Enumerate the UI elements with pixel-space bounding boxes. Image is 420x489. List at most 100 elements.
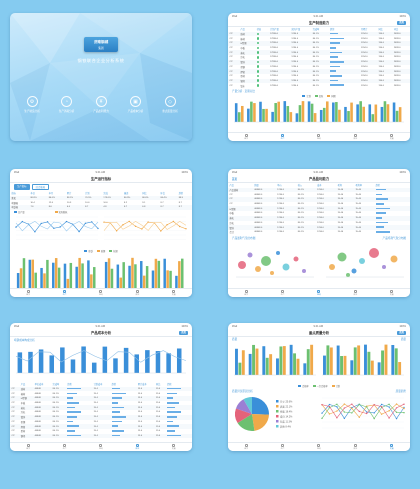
table-row[interactable]: 冷轧 46848.0 1234.0 80.1% 1234.0 15.46 15.46: [228, 221, 410, 226]
table-row[interactable]: 镀锌 46848.0 1234.0 80.1% 1234.0 15.46 15.46: [228, 225, 410, 230]
trend-bar: [67, 430, 76, 432]
legend-item: 合格率: [302, 386, 309, 388]
menu-consumption[interactable]: ◔ 生产消耗分析: [53, 96, 81, 113]
indicator-table: 指标 本日 本月 累计 计划 完成 偏差 同比 环比 趋势 焦炭 86.8% 86.0% 98.1% 76.…: [10, 191, 192, 210]
home-button[interactable]: 首页: [397, 21, 406, 25]
tab-2[interactable]: 盈利: [315, 134, 323, 140]
table-cell: 46848.0: [252, 206, 276, 212]
table-row[interactable]: CP 型材 46848 80.1% 15.4 15.4 15.4: [10, 429, 192, 434]
tab-1[interactable]: 生产: [61, 290, 69, 296]
table-cell: 1234.0: [359, 50, 377, 56]
tab-4[interactable]: 质量: [388, 444, 396, 450]
table-row[interactable]: CP 46848.0 1234.0 80.1% 1234.0 15.46 15.46: [228, 197, 410, 202]
table-row[interactable]: CP 热轧 17890.0 1234.0 80.1% 1234.0 134.0 2699.0: [228, 50, 410, 56]
table-row[interactable]: CP 棒材 46848 80.1% 15.4 15.4 15.4: [10, 391, 192, 396]
tab-0[interactable]: 首页: [242, 444, 250, 450]
tab-2[interactable]: 盈利: [97, 444, 105, 450]
menu-production[interactable]: ⚙ 生产制造分析: [18, 96, 46, 113]
menu-quality[interactable]: ◇ 重点质量分析: [156, 96, 184, 113]
trend-bar: [111, 425, 118, 427]
tab-production[interactable]: 生产指标: [14, 184, 30, 190]
trend-bar: [374, 187, 410, 193]
table-row[interactable]: CP 镀锌 46848 80.1% 15.4 15.4 15.4: [10, 414, 192, 420]
tab-1[interactable]: 生产: [279, 134, 287, 140]
cost-screen: iPad 9:41 AM 100% 产品成本分析 首页 吨钢成本构成分析 产品 单位成本…: [10, 323, 192, 451]
tab-4[interactable]: 质量: [388, 290, 396, 296]
table-row[interactable]: CP 中板 17890.0 1234.0 80.1% 1234.0 134.0 2699.0: [228, 46, 410, 51]
status-dot-icon: [255, 46, 268, 51]
table-row[interactable]: 合计 46848.0 1234.0 80.1% 1234.0 15.46 15.46: [228, 230, 410, 235]
tab-label: 成本: [353, 294, 358, 296]
chart-bar: [368, 104, 372, 122]
table-row[interactable]: CP 镀锌 17890.0 1234.0 80.1% 1234.0 134.0 2699.0: [228, 59, 410, 65]
nav-bar: 生产运行指标: [10, 175, 192, 183]
table-cell: 15.46: [355, 193, 361, 196]
column-header: 趋势: [67, 384, 72, 387]
tab-2[interactable]: 盈利: [97, 290, 105, 296]
table-cell: 1234.0: [291, 47, 299, 50]
table-row[interactable]: CP 型材 17890.0 1234.0 80.1% 1234.0 134.0 2699.0: [228, 74, 410, 79]
tab-1[interactable]: 生产: [61, 444, 69, 450]
trend-bar: [375, 198, 388, 200]
tab-2[interactable]: 盈利: [315, 290, 323, 296]
table-cell: 15.4: [154, 433, 166, 439]
tab-0[interactable]: 首页: [242, 134, 250, 140]
tab-3[interactable]: 成本: [351, 444, 359, 450]
table-cell: 15.4: [137, 402, 143, 405]
table-row[interactable]: CP 带钢 46848 80.1% 15.4 15.4 15.4: [10, 420, 192, 425]
tab-0[interactable]: 首页: [24, 290, 32, 296]
table-cell: CP: [229, 193, 233, 196]
trend-bar: [330, 32, 339, 35]
table-row[interactable]: H型钢 46848.0 1234.0 80.1% 1234.0 15.46 15.46: [228, 206, 410, 212]
table-row[interactable]: CP 焊管 17890.0 1234.0 80.1% 1234.0 134.0 2699.0: [228, 69, 410, 74]
trend-bar: [329, 55, 360, 60]
tab-4[interactable]: 质量: [170, 444, 178, 450]
menu-profit[interactable]: ¥ 产品盈利能力: [87, 96, 115, 113]
table-row[interactable]: CP 46848.0 1234.0 80.1% 1234.0 15.46 15.46: [228, 192, 410, 197]
menu-cost[interactable]: ▣ 产品成本分析: [122, 96, 150, 113]
table-row[interactable]: 中板 46848.0 1234.0 80.1% 1234.0 15.46 15.46: [228, 211, 410, 216]
home-button[interactable]: 首页: [179, 331, 188, 335]
home-button[interactable]: 首页: [397, 331, 406, 335]
tab-energy[interactable]: 综合能耗: [31, 184, 50, 190]
back-button[interactable]: 首页: [232, 178, 238, 181]
table-row[interactable]: CP 46848.0 1234.0 80.1% 1234.0 15.46 15.46: [228, 202, 410, 207]
table-row[interactable]: CP 冷轧 46848 80.1% 15.4 15.4 15.4: [10, 410, 192, 415]
table-row[interactable]: CP 棒材 17890.0 1234.0 80.1% 1234.0 134.0 2699.0: [228, 36, 410, 41]
table-row[interactable]: CP 钢坯 46848 80.1% 15.4 15.4 15.4: [10, 433, 192, 439]
table-row[interactable]: 焦炭 86.8% 86.0% 98.1% 76.5% 173.6% 86.9% 86.6% 86…: [10, 195, 192, 201]
table-row[interactable]: CP H型钢 46848 80.1% 15.4 15.4 15.4: [10, 396, 192, 401]
table-row[interactable]: CP 线材 46848 80.1% 15.4 15.4 15.4: [10, 386, 192, 392]
tab-1[interactable]: 生产: [279, 444, 287, 450]
tab-3[interactable]: 成本: [351, 290, 359, 296]
table-cell: 1234.0: [317, 193, 324, 196]
tab-icon: [317, 290, 321, 293]
table-row[interactable]: CP 钢坯 17890.0 1234.0 80.1% 1234.0 134.0 2699.0: [228, 78, 410, 84]
table-row[interactable]: 吨铁耗 7.6 8.6 6.6 8.7 4.8 8.7 6.8 8.7 8.7: [10, 205, 192, 210]
table-row[interactable]: 热轧 46848.0 1234.0 80.1% 1234.0 15.46 15.46: [228, 215, 410, 221]
table-row[interactable]: CP 铁水 17890.0 1234.0 80.1% 1234.0 134.0 2699.0: [228, 83, 410, 88]
table-row[interactable]: CP 带钢 17890.0 1234.0 80.1% 1234.0 134.0 2699.0: [228, 65, 410, 70]
status-dot-icon: [256, 79, 260, 82]
table-row[interactable]: CP 中板 46848 80.1% 15.4 15.4 15.4: [10, 401, 192, 406]
table-cell: 1234.0: [289, 50, 312, 56]
tab-0[interactable]: 首页: [24, 444, 32, 450]
tab-1[interactable]: 生产: [279, 290, 287, 296]
table-row[interactable]: CP 冷轧 17890.0 1234.0 80.1% 1234.0 134.0 2699.0: [228, 55, 410, 60]
table-row[interactable]: CP 线材 17890.0 1234.0 80.1% 1234.0 134.0 2699.0: [228, 31, 410, 37]
tab-3[interactable]: 成本: [133, 444, 141, 450]
table-row[interactable]: CP H型钢 17890.0 1234.0 80.1% 1234.0 134.0 2699.0: [228, 41, 410, 46]
tab-3[interactable]: 成本: [133, 290, 141, 296]
table-row[interactable]: CP 焊管 46848 80.1% 15.4 15.4 15.4: [10, 424, 192, 429]
table-cell: 1234.0: [360, 84, 368, 87]
table-cell: 80.1%: [52, 402, 59, 405]
tab-3[interactable]: 成本: [351, 134, 359, 140]
tab-2[interactable]: 盈利: [315, 444, 323, 450]
chart-bar: [237, 112, 241, 122]
table-row[interactable]: 吨钢耗 10.4 12.6 10.3 10.6 10.6 8.2 9.1 8.7 8.7: [10, 200, 192, 205]
table-row[interactable]: 产品线材 46848.0 1234.0 80.1% 1234.0 15.46 15.46: [228, 187, 410, 193]
tab-0[interactable]: 首页: [242, 290, 250, 296]
table-row[interactable]: CP 热轧 46848 80.1% 15.4 15.4 15.4: [10, 405, 192, 411]
tab-4[interactable]: 质量: [170, 290, 178, 296]
tab-4[interactable]: 质量: [388, 134, 396, 140]
